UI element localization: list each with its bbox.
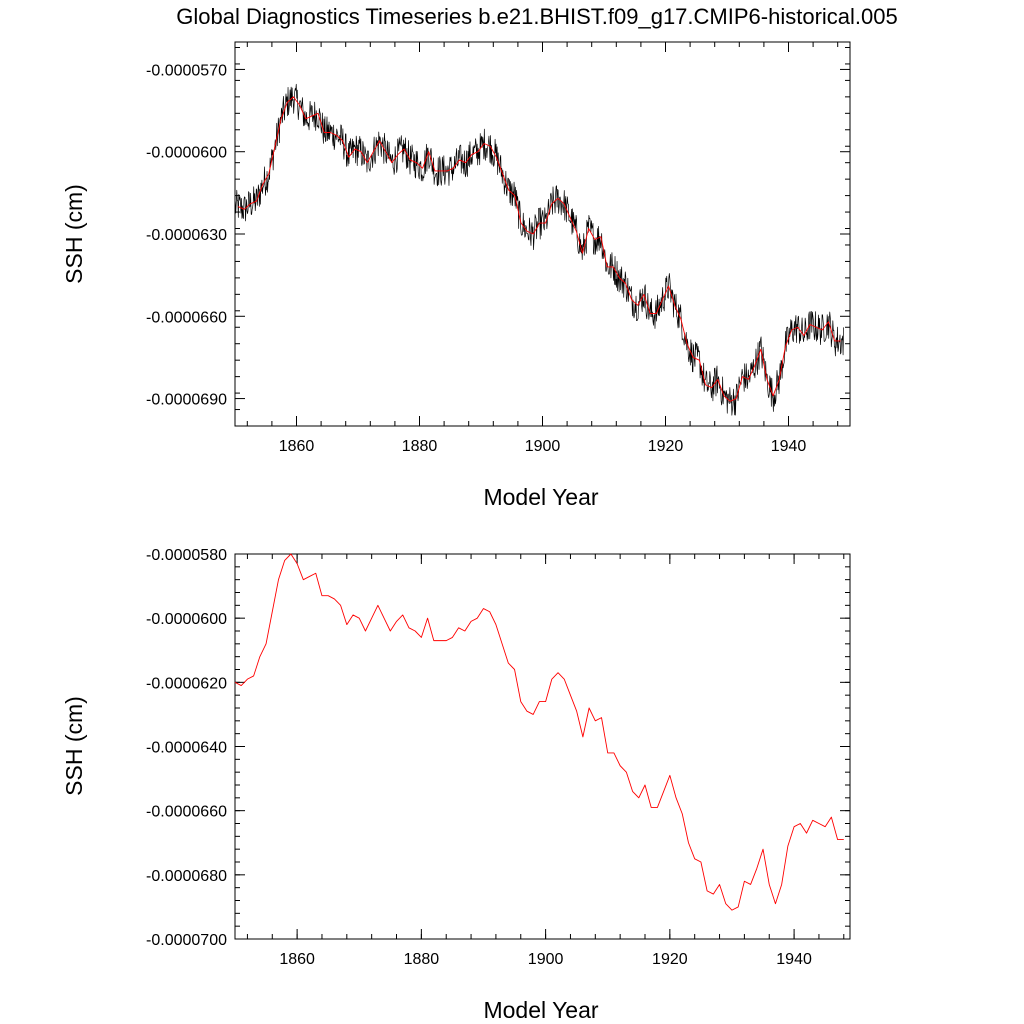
x-tick-label: 1920: [652, 951, 688, 968]
x-tick-label: 1900: [525, 438, 561, 455]
figure-title: Global Diagnostics Timeseries b.e21.BHIS…: [176, 4, 897, 29]
annual-series-line: [234, 553, 844, 911]
bottom-series: [234, 553, 844, 911]
top-y-axis-label: SSH (cm): [61, 184, 87, 284]
y-tick-label: -0.0000570: [146, 62, 227, 79]
y-tick-label: -0.0000690: [146, 392, 227, 409]
monthly-series-line: [234, 83, 844, 416]
y-tick-label: -0.0000660: [146, 804, 227, 821]
top-panel: -0.0000570 -0.0000600 -0.0000630 -0.0000660…: [61, 41, 851, 510]
y-tick-label: -0.0000580: [146, 547, 227, 564]
x-tick-label: 1900: [528, 951, 564, 968]
bottom-x-ticks: 1860 1880 1900 1920 1940: [246, 554, 845, 968]
x-tick-label: 1880: [402, 438, 438, 455]
y-tick-label: -0.0000660: [146, 309, 227, 326]
y-tick-label: -0.0000640: [146, 740, 227, 757]
bottom-x-axis-label: Model Year: [483, 997, 598, 1023]
top-y-ticks: -0.0000570 -0.0000600 -0.0000630 -0.0000660…: [146, 46, 850, 427]
top-x-ticks: 1860 1880 1900 1920 1940: [246, 42, 839, 455]
annual-series-line: [237, 96, 841, 402]
y-tick-label: -0.0000630: [146, 227, 227, 244]
x-tick-label: 1920: [648, 438, 684, 455]
y-tick-label: -0.0000680: [146, 868, 227, 885]
y-tick-label: -0.0000600: [146, 611, 227, 628]
x-tick-label: 1880: [404, 951, 440, 968]
bottom-panel: -0.0000580 -0.0000600 -0.0000620 -0.0000640…: [61, 547, 851, 1023]
bottom-plot-frame: [234, 553, 851, 940]
x-tick-label: 1940: [771, 438, 807, 455]
top-x-axis-label: Model Year: [483, 484, 598, 510]
bottom-y-axis-label: SSH (cm): [61, 696, 87, 796]
x-tick-label: 1940: [776, 951, 812, 968]
top-series: [234, 83, 844, 416]
y-tick-label: -0.0000620: [146, 675, 227, 692]
x-tick-label: 1860: [279, 951, 315, 968]
bottom-y-ticks: -0.0000580 -0.0000600 -0.0000620 -0.0000640…: [146, 547, 850, 949]
x-tick-label: 1860: [279, 438, 315, 455]
y-tick-label: -0.0000600: [146, 145, 227, 162]
y-tick-label: -0.0000700: [146, 932, 227, 949]
